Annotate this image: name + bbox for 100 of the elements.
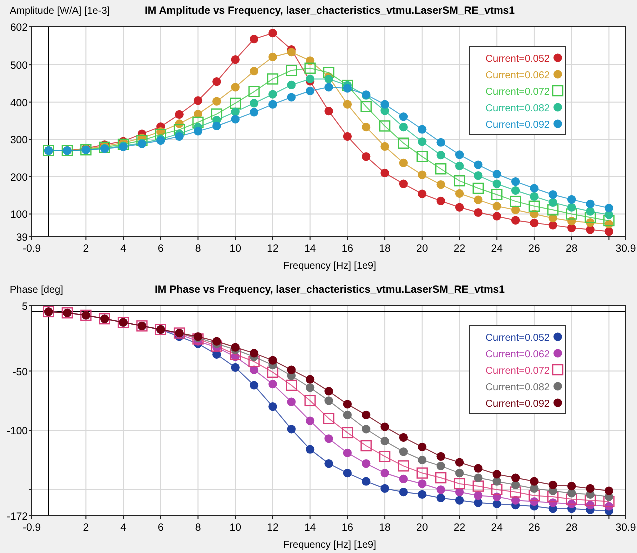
point xyxy=(492,212,502,221)
point xyxy=(530,184,539,193)
point xyxy=(548,480,558,490)
x-tick-label: 24 xyxy=(491,522,504,534)
x-tick-label: 18 xyxy=(379,243,392,255)
point xyxy=(436,180,446,190)
point xyxy=(324,83,334,92)
x-tick-label: 4 xyxy=(120,243,127,255)
point xyxy=(212,97,222,106)
point xyxy=(248,86,260,98)
point xyxy=(399,488,408,497)
point xyxy=(474,160,483,170)
point xyxy=(343,400,352,409)
point xyxy=(586,226,595,234)
x-tick-label: 6 xyxy=(158,243,164,255)
x-tick-label: 16 xyxy=(342,243,354,255)
point xyxy=(548,221,558,230)
point xyxy=(418,190,427,198)
point xyxy=(362,425,371,434)
point xyxy=(306,375,315,384)
point xyxy=(250,99,259,108)
point xyxy=(568,482,576,491)
point xyxy=(360,440,372,452)
point xyxy=(604,204,614,213)
point xyxy=(474,474,483,482)
x-tick-label: 26 xyxy=(528,243,540,255)
point xyxy=(248,356,260,368)
y-tick-label: -50 xyxy=(12,366,28,378)
point xyxy=(436,138,446,147)
point xyxy=(230,349,242,360)
point xyxy=(287,366,296,374)
point xyxy=(455,488,464,497)
point xyxy=(568,195,576,204)
point xyxy=(324,74,334,84)
point xyxy=(212,122,222,131)
point xyxy=(510,486,522,498)
x-tick-label: 8 xyxy=(195,243,202,255)
x-tick-label: 18 xyxy=(379,522,392,534)
point xyxy=(380,168,390,178)
chart-title: IM Amplitude vs Frequency, laser_chacteristics_vtmu.LaserSM_RE_vtms1 xyxy=(145,5,516,17)
chart-title: IM Phase vs Frequency, laser_chacteristics_vtmu.LaserSM_RE_vtms1 xyxy=(155,284,506,296)
legend-label: Current=0.072 xyxy=(486,366,550,377)
x-tick-label: 22 xyxy=(454,243,466,255)
point xyxy=(492,189,503,200)
point xyxy=(380,142,390,152)
point xyxy=(418,490,427,499)
x-tick-label: 28 xyxy=(566,522,578,534)
legend-label: Current=0.062 xyxy=(486,350,550,360)
x-tick-label: 8 xyxy=(195,522,202,534)
point xyxy=(306,384,315,392)
x-tick-label: 12 xyxy=(267,522,279,534)
legend-label: Current=0.092 xyxy=(486,120,550,131)
point xyxy=(306,416,315,426)
y-tick-label: 200 xyxy=(10,172,28,184)
point xyxy=(492,484,503,496)
point xyxy=(211,108,223,120)
point xyxy=(511,216,520,225)
point xyxy=(286,380,298,392)
x-tick-label: 10 xyxy=(230,243,242,255)
point xyxy=(584,494,596,506)
point xyxy=(250,35,259,44)
point xyxy=(528,490,540,502)
point xyxy=(435,164,447,175)
point xyxy=(492,180,502,188)
x-tick-label: -0.9 xyxy=(22,522,42,534)
point xyxy=(399,180,408,188)
point xyxy=(194,96,203,106)
point xyxy=(324,396,334,406)
x-tick-label: 4 xyxy=(120,522,127,534)
point xyxy=(455,203,464,212)
point xyxy=(492,202,502,211)
point xyxy=(379,451,391,462)
point xyxy=(231,115,240,124)
point xyxy=(399,433,408,442)
point xyxy=(287,80,296,90)
point xyxy=(604,215,615,227)
point xyxy=(436,151,446,160)
point xyxy=(306,86,315,96)
point xyxy=(362,410,371,420)
x-tick-label: 14 xyxy=(304,522,316,534)
legend-label: Current=0.082 xyxy=(486,104,550,114)
point xyxy=(212,337,222,346)
point xyxy=(362,477,371,486)
point xyxy=(454,478,466,490)
point xyxy=(175,110,184,119)
point xyxy=(192,116,204,128)
point xyxy=(511,177,520,186)
point xyxy=(511,186,520,196)
point xyxy=(136,135,148,146)
point xyxy=(231,83,240,92)
point xyxy=(268,100,278,109)
point xyxy=(418,442,427,452)
point xyxy=(118,138,130,150)
point xyxy=(268,52,278,62)
point xyxy=(436,494,446,503)
point xyxy=(548,190,558,200)
point xyxy=(268,29,278,38)
point xyxy=(586,484,595,494)
point xyxy=(530,192,539,202)
point xyxy=(511,474,520,482)
